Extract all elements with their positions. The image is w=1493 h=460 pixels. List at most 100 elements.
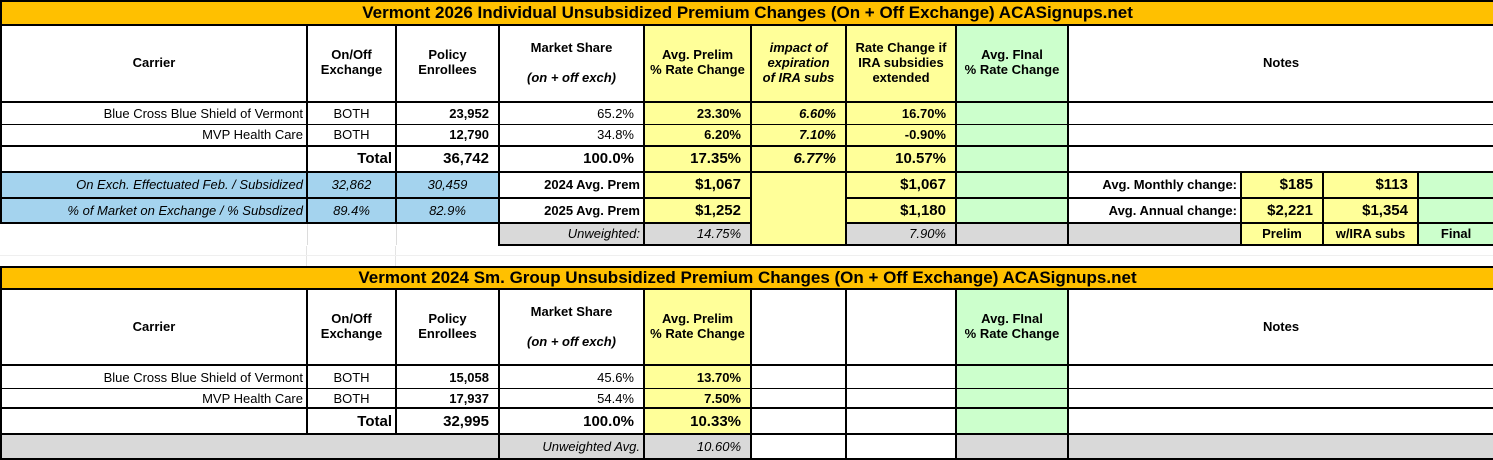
cell-notes[interactable] — [1066, 144, 1493, 173]
cell-blank[interactable] — [750, 407, 847, 436]
cell-carrier[interactable]: MVP Health Care — [0, 387, 308, 410]
cell-rate-if-extended[interactable]: -0.90% — [845, 124, 957, 147]
column-tag-prelim[interactable]: Prelim — [1240, 221, 1324, 246]
total-label[interactable]: Total — [306, 144, 397, 173]
cell-notes[interactable] — [1066, 407, 1493, 436]
cell-blank[interactable] — [396, 222, 500, 245]
t1-header-carrier[interactable]: Carrier — [0, 24, 308, 103]
cell-blank[interactable] — [0, 144, 308, 173]
sub-value-1[interactable]: 89.4% — [306, 196, 397, 224]
t2-header-prelim[interactable]: Avg. Prelim % Rate Change — [643, 287, 752, 367]
cell-onoff[interactable]: BOTH — [306, 100, 397, 126]
sub-label[interactable]: % of Market on Exchange / % Subsdized — [0, 196, 308, 224]
cell-final-rate[interactable] — [955, 170, 1069, 199]
total-label[interactable]: Total — [306, 407, 397, 436]
cell-blank-gray[interactable] — [955, 433, 1069, 460]
sub-value-2[interactable]: 30,459 — [395, 170, 500, 199]
t2-header-market-share[interactable]: Market Share (on + off exch) — [498, 287, 645, 367]
cell-blank[interactable] — [845, 433, 957, 460]
t1-header-notes[interactable]: Notes — [1066, 24, 1493, 103]
cell-notes-gray[interactable] — [1066, 433, 1493, 460]
cell-market-share[interactable]: 54.4% — [498, 387, 645, 410]
cell-notes[interactable] — [1066, 364, 1493, 389]
cell-blank[interactable] — [750, 287, 847, 367]
cell-enrollees[interactable]: 36,742 — [395, 144, 500, 173]
cell-prelim-rate[interactable]: 17.35% — [643, 144, 752, 173]
cell-blank-gray[interactable] — [0, 433, 500, 460]
cell-carrier[interactable]: Blue Cross Blue Shield of Vermont — [0, 100, 308, 126]
cell-market-share[interactable]: 34.8% — [498, 124, 645, 147]
cell-enrollees[interactable]: 12,790 — [395, 124, 500, 147]
note-value-ira[interactable]: $113 — [1322, 170, 1419, 199]
cell-final-rate[interactable] — [955, 407, 1069, 436]
t1-header-onoff[interactable]: On/Off Exchange — [306, 24, 397, 103]
cell-market-share[interactable]: 100.0% — [498, 144, 645, 173]
cell-carrier[interactable]: Blue Cross Blue Shield of Vermont — [0, 364, 308, 389]
cell-prelim-rate[interactable]: 10.33% — [643, 407, 752, 436]
cell-blank[interactable] — [750, 364, 847, 389]
cell-enrollees[interactable]: 15,058 — [395, 364, 500, 389]
t1-header-ira-impact[interactable]: impact of expiration of IRA subs — [750, 24, 847, 103]
cell-carrier[interactable]: MVP Health Care — [0, 124, 308, 147]
cell-rate-if-extended[interactable]: 16.70% — [845, 100, 957, 126]
note-label[interactable]: Avg. Annual change: — [1067, 196, 1242, 224]
column-tag-ira[interactable]: w/IRA subs — [1322, 221, 1419, 246]
cell-market-share[interactable]: 65.2% — [498, 100, 645, 126]
note-value-prelim[interactable]: $185 — [1240, 170, 1324, 199]
sub-label[interactable]: On Exch. Effectuated Feb. / Subsidized — [0, 170, 308, 199]
cell-blank[interactable] — [845, 364, 957, 389]
cell-blank-gray[interactable] — [1067, 221, 1242, 246]
t2-header-notes[interactable]: Notes — [1066, 287, 1493, 367]
sub-value-1[interactable]: 32,862 — [306, 170, 397, 199]
cell-blank[interactable] — [845, 407, 957, 436]
cell-onoff[interactable]: BOTH — [306, 364, 397, 389]
cell-final-rate[interactable] — [955, 196, 1069, 224]
unweighted-rate-if-extended[interactable]: 7.90% — [845, 221, 957, 246]
ira-impact-merged-cell[interactable] — [750, 170, 847, 246]
cell-blank-gray[interactable] — [955, 221, 1069, 246]
cell-onoff[interactable]: BOTH — [306, 124, 397, 147]
unweighted-prelim[interactable]: 14.75% — [643, 221, 752, 246]
avg-prem-prelim[interactable]: $1,252 — [643, 196, 752, 224]
cell-prelim-rate[interactable]: 6.20% — [643, 124, 752, 147]
cell-notes[interactable] — [1066, 100, 1493, 126]
cell-market-share[interactable]: 100.0% — [498, 407, 645, 436]
cell-blank[interactable] — [750, 433, 847, 460]
unweighted-label[interactable]: Unweighted: — [498, 221, 645, 246]
cell-enrollees[interactable]: 32,995 — [395, 407, 500, 436]
cell-prelim-rate[interactable]: 23.30% — [643, 100, 752, 126]
cell-final-rate[interactable] — [955, 100, 1069, 126]
unweighted-prelim[interactable]: 10.60% — [643, 433, 752, 460]
cell-final-rate[interactable] — [955, 364, 1069, 389]
cell-final-rate[interactable] — [955, 144, 1069, 173]
unweighted-label[interactable]: Unweighted Avg. — [498, 433, 645, 460]
cell-blank[interactable] — [0, 407, 308, 436]
note-label[interactable]: Avg. Monthly change: — [1067, 170, 1242, 199]
avg-prem-prelim[interactable]: $1,067 — [643, 170, 752, 199]
cell-ira-impact[interactable]: 6.60% — [750, 100, 847, 126]
t2-header-onoff[interactable]: On/Off Exchange — [306, 287, 397, 367]
cell-blank[interactable] — [845, 287, 957, 367]
t1-title[interactable]: Vermont 2026 Individual Unsubsidized Pre… — [0, 0, 1493, 26]
cell-final-rate[interactable] — [955, 124, 1069, 147]
cell-prelim-rate[interactable]: 7.50% — [643, 387, 752, 410]
sub-value-2[interactable]: 82.9% — [395, 196, 500, 224]
t1-header-rate-if-extended[interactable]: Rate Change if IRA subsidies extended — [845, 24, 957, 103]
t2-header-policy[interactable]: Policy Enrollees — [395, 287, 500, 367]
t1-header-prelim[interactable]: Avg. Prelim % Rate Change — [643, 24, 752, 103]
cell-final-rate[interactable] — [955, 387, 1069, 410]
t1-header-final[interactable]: Avg. FInal % Rate Change — [955, 24, 1069, 103]
column-tag-final[interactable]: Final — [1416, 221, 1493, 246]
cell-enrollees[interactable]: 23,952 — [395, 100, 500, 126]
cell-blank[interactable] — [1, 222, 308, 245]
cell-ira-impact[interactable]: 6.77% — [750, 144, 847, 173]
cell-blank[interactable] — [307, 222, 397, 245]
t1-header-policy[interactable]: Policy Enrollees — [395, 24, 500, 103]
avg-prem-extended[interactable]: $1,180 — [845, 196, 957, 224]
cell-enrollees[interactable]: 17,937 — [395, 387, 500, 410]
cell-notes[interactable] — [1066, 124, 1493, 147]
note-value-prelim[interactable]: $2,221 — [1240, 196, 1324, 224]
note-value-ira[interactable]: $1,354 — [1322, 196, 1419, 224]
t2-header-carrier[interactable]: Carrier — [0, 287, 308, 367]
avg-prem-extended[interactable]: $1,067 — [845, 170, 957, 199]
